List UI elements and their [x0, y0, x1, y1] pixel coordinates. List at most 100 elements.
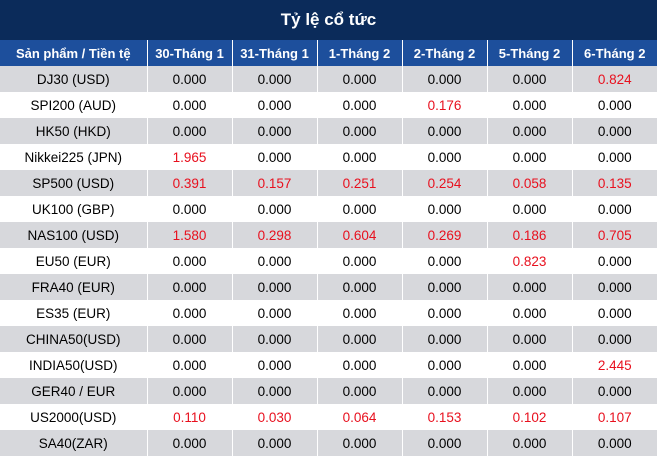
table-row: SA40(ZAR) 0.000 0.000 0.000 0.000 0.000 0.000 — [0, 430, 657, 456]
value-cell: 0.000 — [232, 274, 318, 300]
value-cell: 0.000 — [232, 196, 318, 222]
value-cell: 0.000 — [232, 248, 318, 274]
table-row: Nikkei225 (JPN) 1.965 0.000 0.000 0.000 0.000… — [0, 144, 657, 170]
value-cell: 0.000 — [147, 300, 233, 326]
value-cell: 0.000 — [317, 66, 403, 92]
value-cell: 0.000 — [232, 92, 318, 118]
value-cell: 0.000 — [317, 378, 403, 404]
value-cell: 0.000 — [487, 66, 573, 92]
product-cell: SA40(ZAR) — [0, 430, 148, 456]
value-cell: 0.107 — [572, 404, 657, 430]
value-cell: 0.000 — [402, 274, 488, 300]
value-cell: 0.000 — [572, 118, 657, 144]
table-row: US2000(USD) 0.110 0.030 0.064 0.153 0.102 0.10… — [0, 404, 657, 430]
value-cell: 0.000 — [232, 352, 318, 378]
header-date: 30-Tháng 1 — [147, 40, 233, 66]
value-cell: 0.157 — [232, 170, 318, 196]
value-cell: 0.298 — [232, 222, 318, 248]
value-cell: 0.000 — [317, 144, 403, 170]
value-cell: 0.000 — [232, 300, 318, 326]
table-row: ES35 (EUR) 0.000 0.000 0.000 0.000 0.000 0.000 — [0, 300, 657, 326]
table-row: EU50 (EUR) 0.000 0.000 0.000 0.000 0.823 0.000 — [0, 248, 657, 274]
value-cell: 0.000 — [572, 196, 657, 222]
product-cell: CHINA50(USD) — [0, 326, 148, 352]
table-row: SP500 (USD) 0.391 0.157 0.251 0.254 0.058 0.13… — [0, 170, 657, 196]
value-cell: 0.000 — [317, 248, 403, 274]
table-row: FRA40 (EUR) 0.000 0.000 0.000 0.000 0.000 0.00… — [0, 274, 657, 300]
table-row: NAS100 (USD) 1.580 0.298 0.604 0.269 0.186 0.7… — [0, 222, 657, 248]
value-cell: 0.000 — [402, 248, 488, 274]
value-cell: 0.000 — [402, 118, 488, 144]
value-cell: 1.580 — [147, 222, 233, 248]
table-body: DJ30 (USD) 0.000 0.000 0.000 0.000 0.000 0.824… — [0, 66, 657, 456]
value-cell: 0.000 — [402, 378, 488, 404]
value-cell: 0.000 — [572, 144, 657, 170]
value-cell: 0.000 — [317, 430, 403, 456]
value-cell: 0.604 — [317, 222, 403, 248]
header-date: 5-Tháng 2 — [487, 40, 573, 66]
table-row: UK100 (GBP) 0.000 0.000 0.000 0.000 0.000 0.00… — [0, 196, 657, 222]
value-cell: 0.000 — [487, 378, 573, 404]
header-date: 2-Tháng 2 — [402, 40, 488, 66]
value-cell: 0.000 — [487, 92, 573, 118]
value-cell: 0.000 — [232, 144, 318, 170]
value-cell: 0.186 — [487, 222, 573, 248]
value-cell: 0.000 — [487, 196, 573, 222]
table-row: INDIA50(USD) 0.000 0.000 0.000 0.000 0.000 2.4… — [0, 352, 657, 378]
value-cell: 0.000 — [147, 274, 233, 300]
table-row: HK50 (HKD) 0.000 0.000 0.000 0.000 0.000 0.000 — [0, 118, 657, 144]
value-cell: 0.000 — [487, 326, 573, 352]
value-cell: 0.000 — [487, 144, 573, 170]
value-cell: 0.000 — [402, 352, 488, 378]
value-cell: 0.058 — [487, 170, 573, 196]
header-date: 6-Tháng 2 — [572, 40, 657, 66]
value-cell: 2.445 — [572, 352, 657, 378]
product-cell: Nikkei225 (JPN) — [0, 144, 148, 170]
value-cell: 0.064 — [317, 404, 403, 430]
value-cell: 0.000 — [402, 144, 488, 170]
table-row: GER40 / EUR 0.000 0.000 0.000 0.000 0.000 0.00… — [0, 378, 657, 404]
product-cell: UK100 (GBP) — [0, 196, 148, 222]
table-row: DJ30 (USD) 0.000 0.000 0.000 0.000 0.000 0.824 — [0, 66, 657, 92]
value-cell: 0.000 — [487, 430, 573, 456]
value-cell: 0.269 — [402, 222, 488, 248]
value-cell: 0.000 — [147, 118, 233, 144]
header-row: Sản phẩm / Tiền tệ 30-Tháng 1 31-Tháng 1… — [0, 40, 657, 66]
table-title-bar: Tỷ lệ cổ tức — [0, 0, 657, 40]
value-cell: 0.000 — [317, 118, 403, 144]
table-header: Sản phẩm / Tiền tệ 30-Tháng 1 31-Tháng 1… — [0, 40, 657, 66]
value-cell: 0.000 — [147, 196, 233, 222]
value-cell: 0.000 — [147, 92, 233, 118]
value-cell: 0.000 — [232, 430, 318, 456]
value-cell: 0.000 — [147, 66, 233, 92]
value-cell: 0.000 — [487, 118, 573, 144]
product-cell: DJ30 (USD) — [0, 66, 148, 92]
value-cell: 0.000 — [147, 378, 233, 404]
value-cell: 0.000 — [317, 326, 403, 352]
value-cell: 0.251 — [317, 170, 403, 196]
value-cell: 0.000 — [232, 326, 318, 352]
product-cell: SP500 (USD) — [0, 170, 148, 196]
value-cell: 0.000 — [572, 300, 657, 326]
value-cell: 0.000 — [402, 66, 488, 92]
product-cell: EU50 (EUR) — [0, 248, 148, 274]
value-cell: 0.176 — [402, 92, 488, 118]
product-cell: SPI200 (AUD) — [0, 92, 148, 118]
value-cell: 0.102 — [487, 404, 573, 430]
table-title: Tỷ lệ cổ tức — [280, 10, 377, 29]
value-cell: 0.000 — [147, 430, 233, 456]
value-cell: 0.000 — [317, 196, 403, 222]
value-cell: 0.000 — [317, 300, 403, 326]
value-cell: 0.000 — [402, 196, 488, 222]
table-row: CHINA50(USD) 0.000 0.000 0.000 0.000 0.000 0.0… — [0, 326, 657, 352]
value-cell: 0.000 — [147, 326, 233, 352]
value-cell: 1.965 — [147, 144, 233, 170]
value-cell: 0.000 — [147, 352, 233, 378]
header-date: 1-Tháng 2 — [317, 40, 403, 66]
value-cell: 0.000 — [147, 248, 233, 274]
product-cell: GER40 / EUR — [0, 378, 148, 404]
value-cell: 0.000 — [572, 430, 657, 456]
value-cell: 0.000 — [572, 274, 657, 300]
value-cell: 0.153 — [402, 404, 488, 430]
